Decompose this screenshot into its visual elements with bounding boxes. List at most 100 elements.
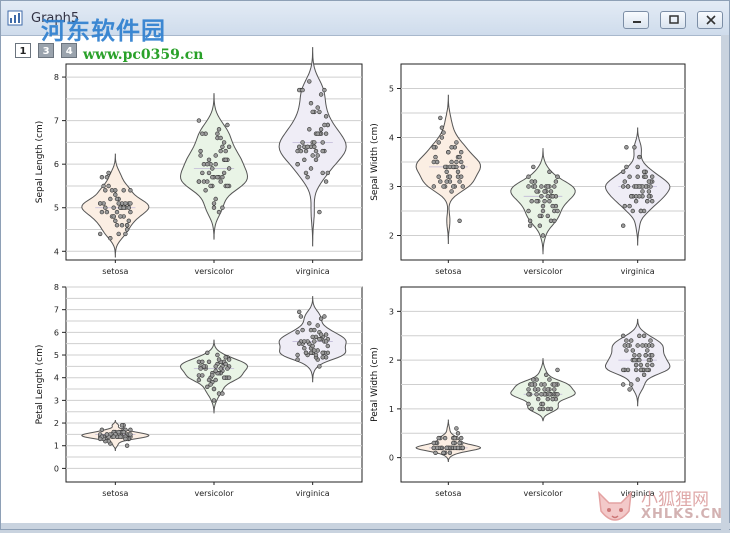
data-point bbox=[126, 205, 132, 210]
data-point bbox=[317, 109, 322, 115]
data-point bbox=[431, 145, 436, 150]
violin-versicolor[interactable] bbox=[179, 93, 249, 240]
violin-setosa[interactable] bbox=[81, 153, 150, 258]
data-point bbox=[116, 201, 121, 206]
violin-plot-petal-width-cm[interactable]: 0 1 2 3 Petal Width (cm) setosa versicolor virg… bbox=[370, 286, 686, 498]
data-point bbox=[548, 406, 554, 412]
window-titlebar[interactable]: Graph5 bbox=[1, 1, 729, 36]
data-point bbox=[649, 362, 655, 368]
data-point bbox=[643, 353, 648, 358]
data-point bbox=[547, 199, 552, 204]
data-point bbox=[526, 392, 531, 397]
violin-plot-sepal-width-cm[interactable]: 2 3 4 5 Sepal Width (cm) setosa versicolor virg… bbox=[370, 63, 686, 276]
data-point bbox=[128, 427, 133, 432]
data-point bbox=[315, 323, 320, 328]
data-point bbox=[307, 127, 312, 132]
data-point bbox=[552, 387, 557, 392]
data-point bbox=[113, 218, 118, 224]
data-point bbox=[624, 348, 629, 353]
data-point bbox=[215, 175, 220, 180]
data-point bbox=[628, 382, 634, 387]
data-point bbox=[196, 377, 202, 383]
data-point bbox=[534, 199, 539, 204]
data-point bbox=[128, 432, 133, 437]
violin-plot-sepal-length-cm[interactable]: 4 5 6 7 8 Sepal Length (cm) setosa versicolor vi… bbox=[35, 47, 363, 276]
minimize-button[interactable] bbox=[622, 11, 649, 29]
data-point bbox=[114, 209, 120, 215]
window-title: Graph5 bbox=[31, 11, 80, 26]
category-label: setosa bbox=[102, 489, 128, 498]
data-point bbox=[106, 170, 111, 176]
data-point bbox=[221, 375, 227, 380]
category-label: versicolor bbox=[523, 267, 563, 276]
data-point bbox=[527, 223, 533, 228]
restore-icon bbox=[669, 15, 679, 24]
violin-plot-petal-length-cm[interactable]: 0 1 2 3 4 5 6 7 8 Petal Length (cm) setosa versicol… bbox=[35, 283, 363, 498]
data-point bbox=[104, 432, 110, 437]
data-point bbox=[540, 208, 546, 214]
data-point bbox=[200, 131, 205, 136]
data-point bbox=[527, 218, 533, 224]
data-point bbox=[323, 179, 329, 184]
data-point bbox=[459, 159, 464, 165]
data-point bbox=[103, 205, 108, 210]
layer-tab-4[interactable]: 4 bbox=[61, 43, 78, 58]
y-tick-label: 6 bbox=[54, 328, 59, 337]
data-point bbox=[550, 396, 555, 402]
layer-tab-1[interactable]: 1 bbox=[15, 43, 31, 58]
data-point bbox=[216, 209, 222, 215]
data-point bbox=[455, 169, 461, 175]
data-point bbox=[226, 144, 232, 150]
data-point bbox=[114, 223, 120, 228]
data-point bbox=[303, 148, 309, 154]
category-label: versicolor bbox=[194, 267, 234, 276]
violin-virginica[interactable] bbox=[605, 318, 671, 407]
data-point bbox=[226, 166, 232, 171]
data-point bbox=[109, 188, 115, 193]
data-point bbox=[438, 179, 443, 184]
data-point bbox=[325, 170, 330, 176]
data-point bbox=[431, 184, 436, 189]
data-point bbox=[216, 127, 222, 132]
data-point bbox=[542, 382, 547, 387]
data-point bbox=[532, 184, 538, 189]
data-point bbox=[555, 208, 560, 214]
data-point bbox=[313, 352, 319, 358]
data-point bbox=[540, 401, 546, 407]
data-point bbox=[312, 339, 317, 344]
data-point bbox=[620, 223, 626, 228]
restore-button[interactable] bbox=[659, 11, 686, 29]
close-button[interactable] bbox=[697, 11, 723, 29]
data-point bbox=[218, 135, 223, 141]
data-point bbox=[540, 233, 546, 238]
y-axis-label: Petal Length (cm) bbox=[35, 345, 45, 425]
data-point bbox=[123, 231, 128, 237]
violin-setosa[interactable] bbox=[415, 94, 482, 244]
data-point bbox=[441, 130, 446, 135]
data-point bbox=[630, 208, 635, 214]
violin-setosa[interactable] bbox=[415, 419, 482, 462]
layer-tab-3[interactable]: 3 bbox=[38, 43, 55, 58]
window-controls bbox=[617, 11, 723, 33]
data-point bbox=[203, 188, 208, 193]
data-point bbox=[318, 332, 324, 337]
data-point bbox=[198, 366, 203, 371]
data-point bbox=[200, 359, 205, 364]
y-tick-label: 8 bbox=[54, 73, 59, 82]
data-point bbox=[218, 366, 223, 371]
data-point bbox=[638, 362, 644, 368]
data-point bbox=[529, 179, 534, 184]
data-point bbox=[206, 170, 212, 176]
data-point bbox=[210, 373, 215, 378]
data-point bbox=[218, 179, 223, 184]
data-point bbox=[308, 166, 314, 171]
y-tick-label: 7 bbox=[54, 306, 59, 315]
data-point bbox=[205, 384, 210, 389]
data-point bbox=[439, 125, 445, 130]
y-tick-label: 3 bbox=[389, 183, 394, 192]
data-point bbox=[201, 179, 207, 184]
data-point bbox=[529, 199, 534, 204]
data-point bbox=[550, 203, 555, 209]
graph-page: 4 5 6 7 8 Sepal Length (cm) setosa versicolor vi… bbox=[9, 37, 721, 521]
data-point bbox=[211, 205, 217, 210]
